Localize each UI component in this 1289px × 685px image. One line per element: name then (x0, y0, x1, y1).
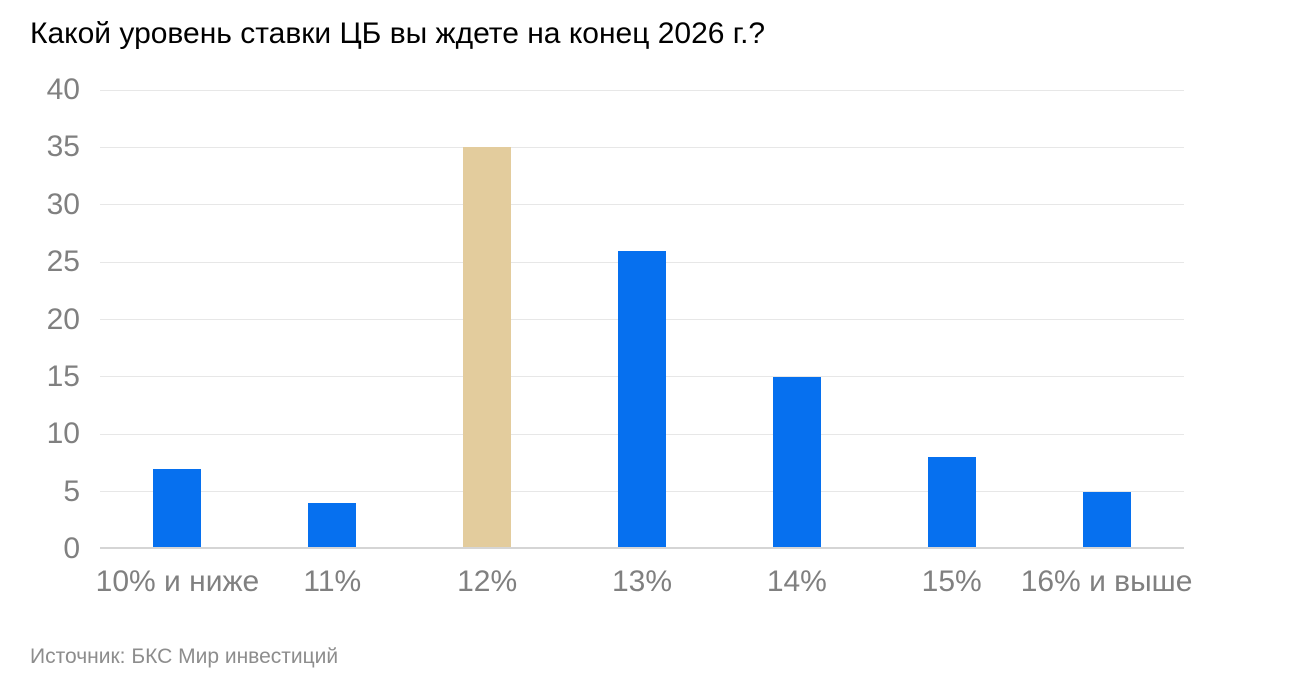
y-tick-label: 40 (46, 73, 80, 106)
gridline (100, 146, 1184, 148)
y-tick-label: 30 (46, 187, 80, 221)
y-tick-label: 35 (46, 130, 80, 164)
bar (153, 468, 202, 547)
bar (1082, 491, 1131, 547)
x-tick-label: 16% и выше (1020, 565, 1193, 598)
x-tick-label: 10% и ниже (95, 565, 260, 598)
bar (927, 457, 976, 547)
source-caption: Источник: БКС Мир инвестиций (30, 645, 339, 668)
x-tick-label: 15% (921, 565, 982, 598)
y-tick-label: 5 (63, 474, 80, 508)
x-tick-label: 13% (611, 565, 673, 598)
gridline (100, 204, 1184, 206)
x-axis-line (100, 547, 1184, 549)
bar (772, 376, 821, 547)
bar (308, 503, 357, 547)
y-tick-label: 25 (46, 245, 80, 279)
x-tick-label: 14% (766, 565, 827, 598)
plot-area: 0 5 10 15 20 25 30 35 40 10% и ниже 11% 12% 13% 14% 15… (47, 73, 1193, 598)
y-tick-label: 15 (46, 359, 80, 393)
chart-title: Какой уровень ставки ЦБ вы ждете на коне… (30, 17, 766, 50)
y-tick-label: 10 (46, 417, 80, 451)
bar (618, 250, 666, 547)
y-tick-label: 0 (63, 532, 80, 565)
bar (463, 147, 512, 547)
y-tick-label: 20 (46, 302, 80, 336)
x-tick-label: 11% (303, 565, 362, 598)
gridline (100, 89, 1184, 91)
x-tick-label: 12% (457, 565, 518, 598)
